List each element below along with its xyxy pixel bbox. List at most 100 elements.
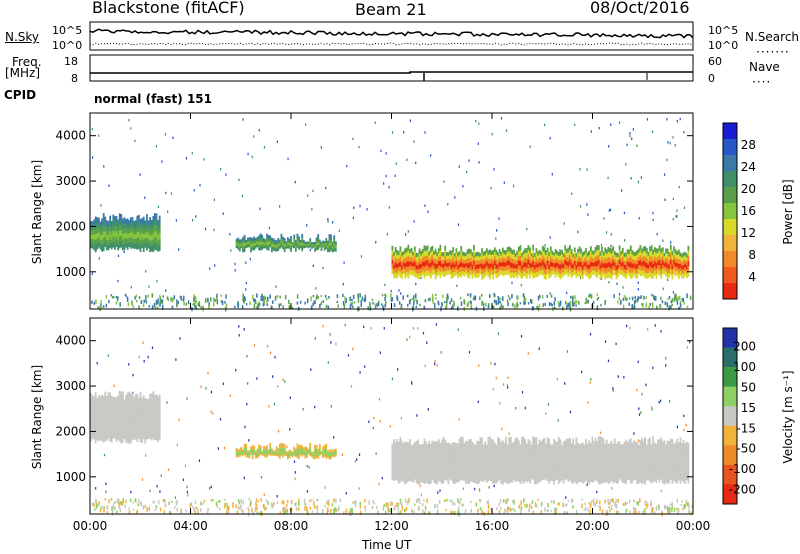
echo-cell bbox=[541, 260, 544, 266]
echo-cell bbox=[599, 269, 602, 275]
echo-cell bbox=[394, 272, 397, 279]
noise-cell bbox=[360, 302, 363, 307]
noise-cell bbox=[194, 510, 196, 515]
echo-cell bbox=[270, 449, 273, 452]
echo-cell bbox=[533, 273, 536, 278]
echo-cell bbox=[580, 271, 583, 277]
echo-cell bbox=[493, 469, 496, 477]
echo-cell bbox=[490, 254, 493, 260]
echo-cell bbox=[130, 418, 132, 427]
echo-cell bbox=[146, 214, 148, 221]
echo-cell bbox=[618, 245, 621, 251]
echo-cell bbox=[605, 460, 608, 469]
power-band-layer bbox=[90, 213, 690, 280]
echo-cell bbox=[540, 270, 543, 275]
echo-cell bbox=[407, 250, 410, 257]
noise-cell bbox=[197, 508, 199, 512]
noise-cell bbox=[309, 506, 312, 510]
velocity-panel-bg bbox=[90, 318, 693, 514]
echo-cell bbox=[421, 463, 424, 471]
echo-cell bbox=[665, 262, 667, 268]
echo-cell bbox=[235, 453, 238, 457]
echo-cell bbox=[629, 453, 632, 462]
echo-cell bbox=[655, 268, 658, 274]
echo-cell bbox=[286, 240, 289, 244]
echo-cell bbox=[152, 399, 155, 408]
echo-cell bbox=[401, 265, 403, 271]
noise-cell bbox=[115, 295, 118, 299]
speckle-cell bbox=[544, 244, 546, 247]
nave-label: Nave bbox=[749, 60, 780, 74]
echo-cell bbox=[144, 224, 147, 230]
echo-cell bbox=[240, 446, 243, 449]
echo-cell bbox=[291, 242, 294, 244]
echo-cell bbox=[441, 259, 443, 264]
echo-cell bbox=[267, 453, 270, 456]
speckle-cell bbox=[608, 145, 610, 148]
echo-cell bbox=[660, 273, 663, 280]
echo-cell bbox=[391, 264, 394, 270]
echo-cell bbox=[399, 271, 402, 278]
echo-cell bbox=[684, 267, 687, 272]
echo-cell bbox=[294, 452, 297, 455]
echo-cell bbox=[609, 462, 611, 470]
echo-cell bbox=[668, 252, 671, 257]
noise-cell bbox=[641, 303, 643, 306]
echo-cell bbox=[415, 269, 418, 274]
echo-cell bbox=[428, 255, 431, 260]
echo-cell bbox=[581, 456, 584, 464]
echo-cell bbox=[158, 394, 161, 403]
echo-cell bbox=[282, 445, 284, 449]
echo-cell bbox=[317, 455, 320, 458]
noise-cell bbox=[257, 305, 259, 310]
speckle-cell bbox=[356, 458, 358, 461]
echo-cell bbox=[513, 447, 515, 455]
echo-cell bbox=[325, 448, 328, 452]
echo-cell bbox=[322, 240, 324, 243]
echo-cell bbox=[420, 475, 423, 483]
echo-cell bbox=[548, 264, 551, 270]
echo-cell bbox=[144, 238, 147, 244]
noise-cell bbox=[640, 295, 642, 299]
echo-cell bbox=[636, 476, 639, 485]
echo-cell bbox=[104, 424, 107, 434]
echo-cell bbox=[482, 264, 485, 270]
echo-cell bbox=[264, 450, 267, 453]
echo-cell bbox=[551, 258, 554, 264]
nsearch-series bbox=[89, 42, 694, 46]
noise-cell bbox=[160, 299, 162, 303]
echo-cell bbox=[274, 452, 276, 454]
echo-cell bbox=[573, 463, 576, 470]
noise-cell bbox=[530, 505, 533, 509]
echo-cell bbox=[109, 215, 111, 222]
echo-cell bbox=[557, 272, 560, 278]
echo-cell bbox=[246, 245, 249, 248]
noise-cell bbox=[423, 511, 426, 515]
echo-cell bbox=[248, 454, 251, 456]
echo-cell bbox=[482, 469, 485, 476]
echo-cell bbox=[498, 438, 501, 446]
echo-cell bbox=[246, 242, 249, 245]
echo-cell bbox=[442, 436, 445, 445]
echo-cell bbox=[152, 406, 155, 416]
echo-cell bbox=[609, 262, 611, 269]
echo-cell bbox=[476, 476, 479, 485]
echo-cell bbox=[318, 449, 321, 453]
echo-cell bbox=[634, 448, 637, 456]
echo-cell bbox=[99, 226, 102, 232]
noise-cell bbox=[591, 500, 593, 503]
noise-cell bbox=[632, 305, 635, 310]
noise-cell bbox=[581, 503, 583, 509]
echo-cell bbox=[282, 246, 284, 250]
noise-cell bbox=[492, 305, 494, 309]
echo-cell bbox=[535, 453, 538, 462]
echo-cell bbox=[94, 417, 97, 427]
speckle-cell bbox=[294, 180, 296, 184]
echo-cell bbox=[500, 255, 503, 260]
echo-cell bbox=[500, 262, 503, 268]
echo-cell bbox=[317, 239, 320, 243]
echo-cell bbox=[468, 273, 471, 279]
echo-cell bbox=[549, 256, 552, 263]
echo-cell bbox=[144, 242, 147, 248]
echo-cell bbox=[138, 237, 140, 244]
